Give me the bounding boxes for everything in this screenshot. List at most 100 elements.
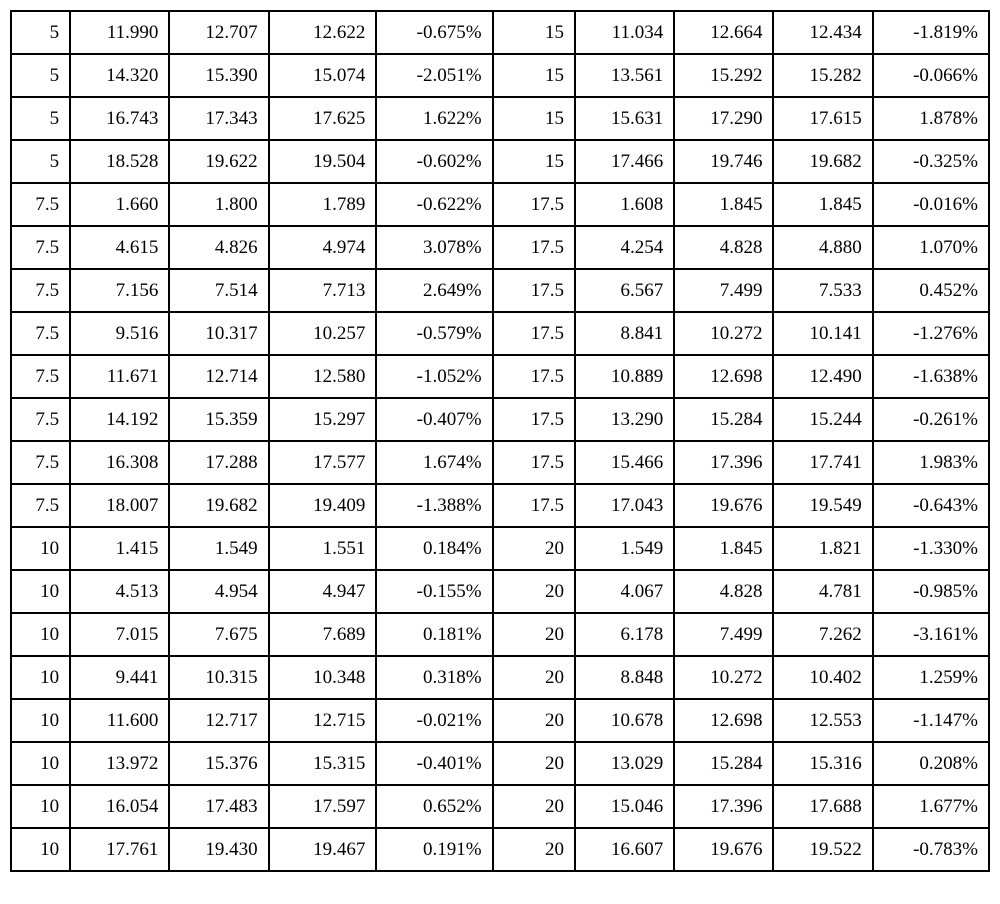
table-cell: -1.147% [873,699,989,742]
table-cell: 12.580 [269,355,377,398]
data-table: 511.99012.70712.622-0.675%1511.03412.664… [10,10,990,872]
table-row: 7.59.51610.31710.257-0.579%17.58.84110.2… [11,312,989,355]
table-cell: 12.622 [269,11,377,54]
table-cell: 1.549 [575,527,674,570]
table-cell: 15.316 [773,742,872,785]
table-cell: 11.034 [575,11,674,54]
table-cell: 17.343 [169,97,268,140]
table-cell: 15.046 [575,785,674,828]
table-cell: 0.191% [376,828,492,871]
table-cell: 1.677% [873,785,989,828]
table-cell: 4.974 [269,226,377,269]
table-row: 109.44110.31510.3480.318%208.84810.27210… [11,656,989,699]
table-cell: 15.376 [169,742,268,785]
table-cell: 17.5 [493,355,575,398]
table-cell: 19.676 [674,828,773,871]
table-cell: -1.276% [873,312,989,355]
table-cell: 17.615 [773,97,872,140]
table-cell: 17.625 [269,97,377,140]
table-cell: 19.549 [773,484,872,527]
table-cell: 1.800 [169,183,268,226]
table-row: 1013.97215.37615.315-0.401%2013.02915.28… [11,742,989,785]
table-cell: 0.181% [376,613,492,656]
table-cell: 10.257 [269,312,377,355]
table-cell: 20 [493,742,575,785]
table-cell: 1.845 [674,527,773,570]
table-cell: 1.608 [575,183,674,226]
table-cell: 10.315 [169,656,268,699]
table-cell: 7.499 [674,613,773,656]
table-cell: 20 [493,785,575,828]
table-row: 7.54.6154.8264.9743.078%17.54.2544.8284.… [11,226,989,269]
table-cell: 10.272 [674,312,773,355]
table-cell: -3.161% [873,613,989,656]
table-cell: 10.141 [773,312,872,355]
table-cell: 0.652% [376,785,492,828]
table-cell: 19.622 [169,140,268,183]
table-cell: 19.522 [773,828,872,871]
table-cell: 4.513 [70,570,169,613]
table-cell: 4.254 [575,226,674,269]
table-cell: 13.029 [575,742,674,785]
table-cell: 13.290 [575,398,674,441]
table-cell: 10 [11,527,70,570]
table-cell: 10 [11,570,70,613]
table-cell: 19.409 [269,484,377,527]
table-cell: 17.396 [674,441,773,484]
table-cell: 7.262 [773,613,872,656]
table-cell: 12.553 [773,699,872,742]
table-cell: 4.067 [575,570,674,613]
table-cell: -1.819% [873,11,989,54]
table-row: 1011.60012.71712.715-0.021%2010.67812.69… [11,699,989,742]
table-cell: 19.676 [674,484,773,527]
table-cell: 11.600 [70,699,169,742]
table-cell: 10.317 [169,312,268,355]
table-cell: 2.649% [376,269,492,312]
table-cell: 19.504 [269,140,377,183]
table-cell: 15.315 [269,742,377,785]
table-cell: 5 [11,54,70,97]
table-cell: 20 [493,613,575,656]
table-cell: 14.192 [70,398,169,441]
table-cell: 10 [11,656,70,699]
table-cell: -0.622% [376,183,492,226]
table-cell: 5 [11,97,70,140]
table-cell: 4.828 [674,570,773,613]
table-cell: 15.390 [169,54,268,97]
table-cell: 4.781 [773,570,872,613]
table-cell: -1.388% [376,484,492,527]
table-cell: 11.990 [70,11,169,54]
table-cell: 20 [493,656,575,699]
table-cell: -1.330% [873,527,989,570]
table-cell: 7.713 [269,269,377,312]
table-cell: 1.878% [873,97,989,140]
table-cell: 1.789 [269,183,377,226]
table-cell: 10 [11,613,70,656]
table-cell: 0.452% [873,269,989,312]
table-row: 1016.05417.48317.5970.652%2015.04617.396… [11,785,989,828]
table-cell: 15 [493,97,575,140]
table-cell: -0.985% [873,570,989,613]
table-cell: 17.5 [493,312,575,355]
table-cell: 1.674% [376,441,492,484]
table-cell: 7.5 [11,269,70,312]
table-cell: 15 [493,54,575,97]
table-cell: 14.320 [70,54,169,97]
table-row: 107.0157.6757.6890.181%206.1787.4997.262… [11,613,989,656]
table-cell: 13.972 [70,742,169,785]
table-cell: 4.947 [269,570,377,613]
table-cell: 17.483 [169,785,268,828]
table-cell: 17.597 [269,785,377,828]
table-cell: 17.5 [493,183,575,226]
table-cell: 12.707 [169,11,268,54]
table-cell: 9.516 [70,312,169,355]
table-cell: 7.156 [70,269,169,312]
table-cell: 7.5 [11,226,70,269]
table-cell: 7.5 [11,312,70,355]
table-cell: 5 [11,11,70,54]
table-cell: 10 [11,785,70,828]
table-cell: 17.688 [773,785,872,828]
table-cell: 1.845 [773,183,872,226]
table-cell: 17.5 [493,441,575,484]
table-body: 511.99012.70712.622-0.675%1511.03412.664… [11,11,989,871]
